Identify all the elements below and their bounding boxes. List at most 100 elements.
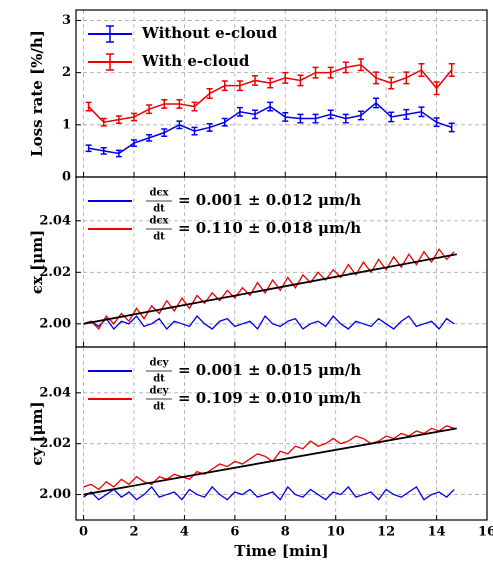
error-bar <box>433 117 440 128</box>
error-bar <box>267 77 274 89</box>
plot-frame <box>75 346 488 521</box>
error-bar <box>191 101 198 112</box>
legend-fraction-den: dt <box>153 402 165 413</box>
error-bar <box>388 111 395 123</box>
error-bar <box>327 109 334 120</box>
legend-fraction-num: dϵx <box>149 216 169 227</box>
error-bar <box>115 115 122 124</box>
error-bar <box>191 126 198 136</box>
fit-line <box>83 427 457 496</box>
series-line <box>83 425 455 491</box>
error-bar <box>236 106 243 117</box>
legend-label: Without e-cloud <box>141 24 278 42</box>
error-bar <box>403 71 410 85</box>
error-bar <box>403 108 410 120</box>
x-tick-label: 16 <box>478 525 493 540</box>
error-bar <box>161 99 168 109</box>
legend-fraction-den: dt <box>153 232 165 243</box>
y-tick-label: 2.02 <box>39 265 71 280</box>
legend-fraction-den: dt <box>153 374 165 385</box>
y-tick-label: 2.04 <box>39 213 71 228</box>
error-bar <box>206 88 213 99</box>
error-bar <box>130 112 137 122</box>
error-bar <box>130 139 137 147</box>
legend-label: = 0.109 ± 0.010 μm/h <box>178 389 361 407</box>
error-bar <box>252 109 259 120</box>
y-tick-label: 2 <box>62 65 71 80</box>
legend-label: = 0.001 ± 0.015 μm/h <box>178 361 361 379</box>
error-bar <box>297 113 304 124</box>
y-tick-label: 2.00 <box>39 316 71 331</box>
y-tick-label: 1 <box>62 117 71 132</box>
error-bar <box>448 63 455 78</box>
error-bar <box>176 99 183 109</box>
error-bar <box>357 110 364 121</box>
error-bar <box>433 81 440 96</box>
error-bar <box>282 112 289 122</box>
error-bar <box>85 144 92 153</box>
error-bar <box>373 71 380 85</box>
legend-fraction-num: dϵy <box>150 386 170 397</box>
y-tick-label: 2.00 <box>39 487 71 502</box>
error-bar <box>373 97 380 109</box>
series-line <box>83 315 455 331</box>
error-bar <box>161 128 168 138</box>
error-bar <box>100 117 107 127</box>
error-bar <box>85 101 92 112</box>
plot-frame <box>75 9 488 178</box>
error-bar <box>342 113 349 124</box>
error-bar <box>100 147 107 155</box>
error-bar <box>267 101 274 112</box>
y-axis-label: ϵx [μm] <box>28 230 46 294</box>
error-bar <box>206 123 213 132</box>
x-tick-label: 0 <box>79 525 88 540</box>
legend-swatch-bar <box>106 25 114 43</box>
error-bar <box>448 122 455 133</box>
fit-line <box>83 253 457 325</box>
series-line <box>88 63 453 124</box>
error-bar <box>252 75 259 86</box>
legend-fraction-num: dϵy <box>150 358 170 369</box>
y-axis-label: Loss rate [%/h] <box>28 30 46 157</box>
x-tick-label: 8 <box>281 525 290 540</box>
legend-fraction-den: dt <box>153 204 165 215</box>
y-tick-label: 3 <box>62 13 71 28</box>
x-tick-label: 10 <box>327 525 345 540</box>
error-bar <box>115 149 122 158</box>
error-bar <box>221 117 228 127</box>
x-tick-label: 14 <box>428 525 446 540</box>
series-line <box>83 247 455 331</box>
error-bar <box>176 120 183 130</box>
error-bar <box>312 66 319 79</box>
x-tick-label: 12 <box>377 525 395 540</box>
error-bar <box>418 63 425 78</box>
y-axis-label: ϵy [μm] <box>28 401 46 465</box>
y-tick-label: 0 <box>62 170 71 185</box>
error-bar <box>357 58 364 72</box>
series-line <box>83 485 455 501</box>
error-bar <box>146 133 153 142</box>
x-tick-label: 4 <box>180 525 189 540</box>
x-axis-label: Time [min] <box>234 542 328 560</box>
error-bar <box>418 106 425 118</box>
error-bar <box>388 76 395 90</box>
error-bar <box>282 71 289 84</box>
y-tick-label: 2.04 <box>39 385 71 400</box>
x-tick-label: 6 <box>230 525 239 540</box>
error-bar <box>221 80 228 92</box>
error-bar <box>236 80 243 92</box>
legend-label: = 0.110 ± 0.018 μm/h <box>178 219 361 237</box>
error-bar <box>327 66 334 79</box>
error-bar <box>297 74 304 87</box>
y-tick-label: 2.02 <box>39 436 71 451</box>
legend-swatch-bar <box>106 53 114 71</box>
legend-fraction-num: dϵx <box>149 188 169 199</box>
error-bar <box>312 113 319 124</box>
error-bar <box>342 61 349 74</box>
legend-label: = 0.001 ± 0.012 μm/h <box>178 191 361 209</box>
legend-label: With e-cloud <box>141 52 250 70</box>
x-tick-label: 2 <box>129 525 138 540</box>
error-bar <box>146 104 153 115</box>
